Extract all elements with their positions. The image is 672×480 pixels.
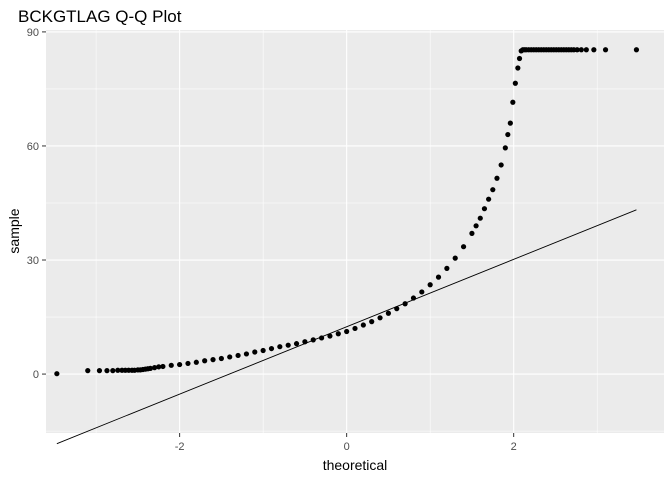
plot-panel <box>46 30 664 433</box>
data-point <box>85 368 91 374</box>
data-point <box>473 223 479 229</box>
reference-line <box>56 209 637 445</box>
data-point <box>293 341 300 347</box>
data-point <box>277 344 283 350</box>
y-tick-label: 90 <box>27 27 39 39</box>
data-point <box>460 244 467 250</box>
data-point <box>602 47 609 53</box>
y-tick-label: 30 <box>27 255 39 267</box>
data-point <box>469 230 475 237</box>
data-point <box>252 349 258 355</box>
data-point <box>268 345 275 352</box>
grid-major <box>46 30 664 433</box>
data-point <box>494 175 500 181</box>
data-point <box>369 319 375 325</box>
data-point <box>96 368 103 374</box>
data-point <box>243 351 250 357</box>
y-tick-label: 60 <box>27 141 39 153</box>
data-point <box>394 306 400 312</box>
data-point <box>591 47 597 53</box>
data-point <box>177 361 183 368</box>
data-point <box>327 333 333 339</box>
data-point <box>583 47 589 53</box>
x-tick-label: 2 <box>511 441 517 453</box>
data-point <box>235 352 241 359</box>
data-point <box>435 274 442 280</box>
data-point <box>110 368 116 374</box>
data-point <box>344 328 350 335</box>
data-point <box>227 354 233 360</box>
data-point <box>185 360 191 367</box>
data-point <box>490 187 496 193</box>
data-point <box>515 65 521 71</box>
data-point <box>151 365 158 371</box>
data-point <box>574 47 580 53</box>
data-point <box>410 295 417 301</box>
data-point <box>210 357 216 363</box>
data-point <box>481 206 488 212</box>
data-point <box>512 80 518 86</box>
data-point <box>160 363 166 370</box>
x-tick-label: -2 <box>175 441 185 453</box>
data-point <box>419 289 425 295</box>
data-point <box>310 337 316 343</box>
data-point <box>302 339 308 345</box>
grid-minor <box>46 30 664 433</box>
data-point <box>486 196 492 202</box>
x-tick-label: 0 <box>344 441 350 453</box>
data-point <box>360 322 366 328</box>
data-point <box>218 355 224 362</box>
data-point <box>452 255 458 261</box>
data-point <box>516 55 523 62</box>
data-point <box>505 131 511 138</box>
data-point <box>578 47 584 53</box>
tick-labels: -2 0 2 0 30 60 90 <box>27 27 517 453</box>
data-point <box>377 315 383 321</box>
data-point <box>507 120 513 126</box>
data-point <box>633 47 640 53</box>
data-points <box>54 47 640 377</box>
data-point <box>193 359 199 365</box>
chart-title: BCKGTLAG Q-Q Plot <box>18 7 182 26</box>
axis-ticks <box>42 31 515 437</box>
data-point <box>54 371 60 377</box>
data-point <box>335 331 341 337</box>
data-point <box>477 215 483 221</box>
reference-line-group <box>56 209 637 445</box>
data-point <box>318 335 325 341</box>
data-point <box>352 325 358 332</box>
data-point <box>168 362 174 368</box>
data-point <box>202 358 208 364</box>
x-axis-label: theoretical <box>323 457 388 473</box>
data-point <box>385 310 392 316</box>
data-point <box>285 342 291 348</box>
data-point <box>427 282 433 288</box>
data-point <box>402 301 408 307</box>
data-point <box>444 265 450 271</box>
data-point <box>104 368 110 374</box>
data-point <box>147 365 153 371</box>
y-tick-label: 0 <box>33 369 39 381</box>
data-point <box>156 364 162 370</box>
data-point <box>260 347 266 354</box>
y-axis-label: sample <box>6 208 22 253</box>
data-point <box>502 145 508 151</box>
data-point <box>510 99 516 105</box>
data-point <box>498 162 504 168</box>
data-point <box>115 367 121 373</box>
